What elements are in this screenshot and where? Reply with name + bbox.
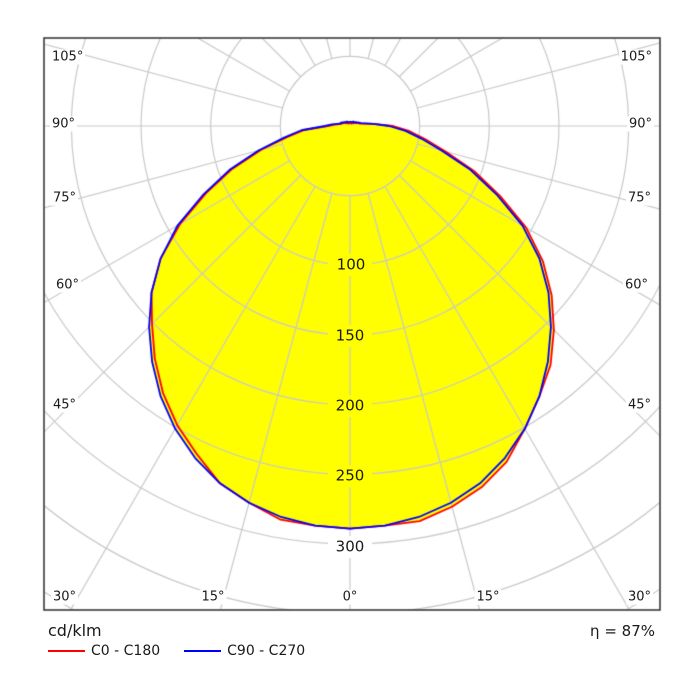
legend-series-c90-label: C90 - C270 [227,643,306,659]
angle-label-right-45: 45° [625,397,653,413]
radial-tick-150: 150 [332,328,368,344]
legend: cd/klm C0 - C180 C90 - C270 [48,621,305,659]
angle-label-left-90: 90° [50,116,78,132]
radial-tick-300: 300 [332,539,368,555]
angle-label-bottom-15-right: 15° [474,589,502,605]
angle-label-right-60: 60° [622,277,650,293]
radial-tick-250: 250 [332,468,368,484]
legend-unit-label: cd/klm [48,621,102,640]
legend-series-row: C0 - C180 C90 - C270 [48,643,305,659]
angle-label-bottom-15-left: 15° [199,589,227,605]
angle-label-right-75: 75° [625,190,653,206]
radial-tick-200: 200 [332,398,368,414]
c90-c270-line-swatch [184,650,222,652]
efficiency-label: η = 87% [590,622,655,640]
angle-label-bottom-0: 0° [340,589,360,605]
angle-label-left-105: 105° [50,49,86,65]
angle-label-left-75: 75° [51,190,79,206]
angle-label-left-45: 45° [51,397,79,413]
angle-label-right-30: 30° [625,589,653,605]
angle-label-left-30: 30° [51,589,79,605]
c0-c180-line-swatch [48,650,85,652]
angle-label-right-105: 105° [618,49,654,65]
legend-series-c0-label: C0 - C180 [91,643,161,659]
radial-tick-100: 100 [333,257,369,273]
angle-label-left-60: 60° [54,277,82,293]
angle-label-right-90: 90° [626,116,654,132]
